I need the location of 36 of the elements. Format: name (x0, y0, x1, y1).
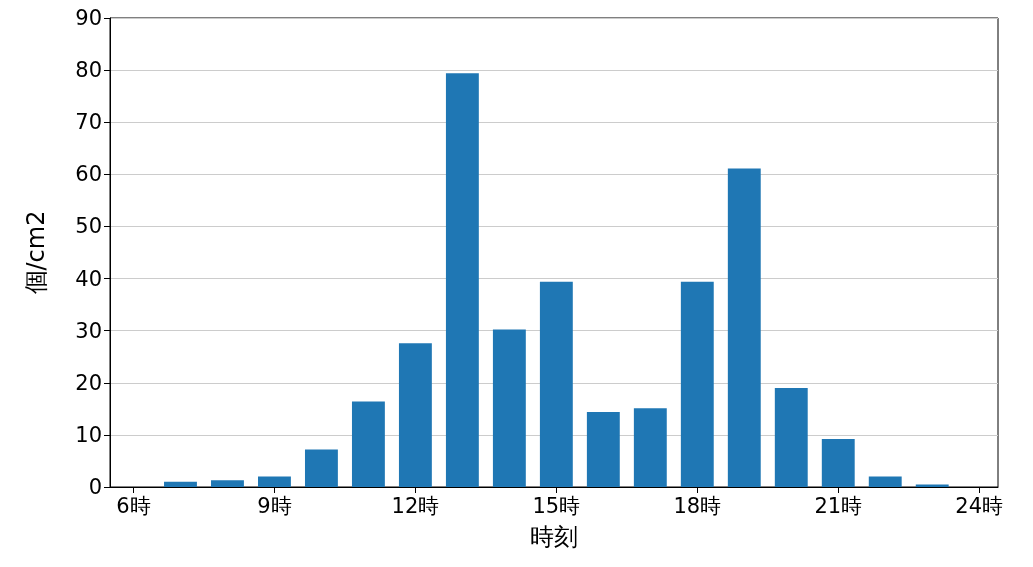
y-tick-label: 50 (75, 214, 102, 239)
x-tick-label: 15時 (532, 493, 581, 518)
y-tick-label: 40 (75, 266, 102, 291)
bar (304, 449, 338, 487)
bar (680, 281, 714, 487)
bar (868, 476, 902, 487)
bar (351, 401, 385, 487)
bar (586, 411, 620, 487)
x-tick-label: 9時 (257, 493, 292, 518)
y-tick-label: 60 (75, 162, 102, 187)
bar (539, 281, 573, 487)
bar (445, 73, 479, 487)
bar (211, 480, 244, 487)
bar (164, 481, 197, 487)
y-axis-title: 個/cm2 (22, 210, 50, 295)
y-tick-label: 20 (75, 370, 102, 395)
x-tick-label: 18時 (673, 493, 722, 518)
y-tick-label: 10 (75, 422, 102, 447)
x-tick-label: 6時 (116, 493, 151, 518)
x-tick-label: 24時 (955, 493, 1004, 518)
bar (821, 439, 855, 487)
bar (915, 484, 949, 487)
bar (398, 343, 432, 487)
bar (258, 476, 291, 487)
y-tick-label: 30 (75, 318, 102, 343)
y-tick-label: 80 (75, 58, 102, 83)
x-axis-title: 時刻 (530, 523, 578, 551)
bar (492, 329, 526, 487)
y-tick-label: 70 (75, 110, 102, 135)
y-tick-label: 0 (88, 475, 102, 499)
bar (633, 408, 667, 487)
x-tick-label: 12時 (391, 493, 440, 518)
x-tick-label: 21時 (814, 493, 863, 518)
bar (727, 168, 761, 487)
y-tick-label: 90 (75, 6, 102, 30)
bar (774, 387, 808, 487)
